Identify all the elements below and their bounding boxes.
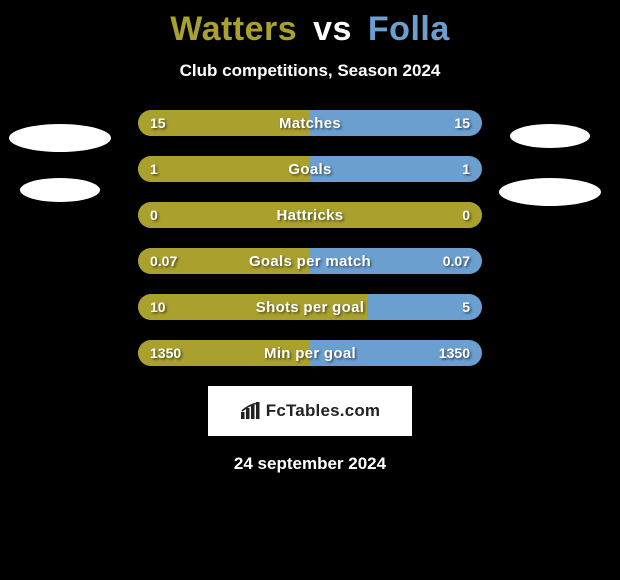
stats-bars: Matches15 15 Goals1 1 Hattricks0 0 Goals per m… bbox=[138, 110, 482, 366]
date-text: 24 september 2024 bbox=[0, 454, 620, 474]
stat-label: Min per goal bbox=[138, 340, 482, 366]
stat-label: Shots per goal bbox=[138, 294, 482, 320]
player1-name: Watters bbox=[170, 10, 297, 48]
stat-row: Matches15 15 bbox=[138, 110, 482, 136]
stat-value-right: 5 bbox=[462, 294, 470, 320]
stat-row: Hattricks0 0 bbox=[138, 202, 482, 228]
stat-value-right: 0 bbox=[462, 202, 470, 228]
stat-row: Goals per match0.07 0.07 bbox=[138, 248, 482, 274]
stat-value-left: 0.07 bbox=[150, 248, 177, 274]
stat-value-right: 15 bbox=[454, 110, 470, 136]
decorative-oval bbox=[9, 124, 111, 152]
stat-value-left: 10 bbox=[150, 294, 166, 320]
stat-value-left: 1350 bbox=[150, 340, 181, 366]
comparison-title: Watters vs Folla bbox=[0, 0, 620, 49]
decorative-oval bbox=[499, 178, 601, 206]
source-text: FcTables.com bbox=[266, 401, 381, 421]
stat-value-left: 0 bbox=[150, 202, 158, 228]
decorative-oval bbox=[510, 124, 590, 148]
stat-label: Hattricks bbox=[138, 202, 482, 228]
decorative-oval bbox=[20, 178, 100, 202]
stat-label: Goals per match bbox=[138, 248, 482, 274]
stat-value-right: 0.07 bbox=[443, 248, 470, 274]
stat-row: Min per goal1350 1350 bbox=[138, 340, 482, 366]
source-badge: FcTables.com bbox=[208, 386, 412, 436]
stat-value-right: 1 bbox=[462, 156, 470, 182]
bars-icon bbox=[240, 402, 262, 420]
stat-value-right: 1350 bbox=[439, 340, 470, 366]
stat-value-left: 15 bbox=[150, 110, 166, 136]
player2-name: Folla bbox=[368, 10, 450, 48]
stat-label: Goals bbox=[138, 156, 482, 182]
vs-text: vs bbox=[313, 10, 352, 48]
stat-row: Shots per goal10 5 bbox=[138, 294, 482, 320]
chart-area: Matches15 15 Goals1 1 Hattricks0 0 Goals per m… bbox=[0, 110, 620, 474]
stat-value-left: 1 bbox=[150, 156, 158, 182]
subtitle: Club competitions, Season 2024 bbox=[0, 61, 620, 81]
stat-label: Matches bbox=[138, 110, 482, 136]
stat-row: Goals1 1 bbox=[138, 156, 482, 182]
